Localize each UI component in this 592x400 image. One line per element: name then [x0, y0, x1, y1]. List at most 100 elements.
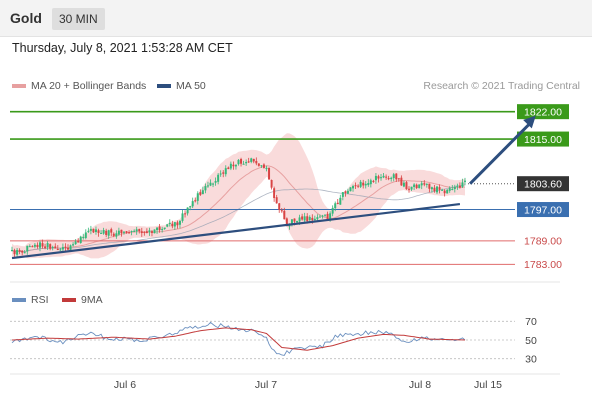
- rsi-ma-swatch: [62, 298, 76, 303]
- candle-body: [321, 215, 324, 217]
- candle-body: [293, 218, 296, 222]
- candle-body: [367, 183, 370, 186]
- last-price-tag: [517, 176, 569, 192]
- candle-body: [176, 222, 179, 226]
- projection-arrow-shaft: [469, 120, 533, 185]
- candle-body: [262, 164, 265, 168]
- candle-body: [112, 233, 115, 236]
- candle-body: [446, 189, 449, 194]
- candle-body: [451, 188, 454, 190]
- candle-body: [344, 191, 347, 194]
- candle-body: [117, 230, 120, 235]
- candle-body: [423, 183, 426, 185]
- candle-body: [354, 185, 357, 187]
- candle-body: [212, 183, 215, 185]
- candle-body: [128, 232, 131, 234]
- candle-body: [464, 180, 466, 182]
- candle-body: [18, 250, 21, 252]
- candle-body: [425, 183, 428, 185]
- candle-body: [377, 176, 380, 179]
- candle-body: [387, 178, 390, 180]
- candle-body: [382, 175, 385, 178]
- candle-body: [448, 188, 451, 191]
- candle-body: [168, 222, 171, 224]
- candle-body: [23, 252, 26, 254]
- candle-body: [352, 186, 355, 189]
- candle-body: [49, 244, 52, 249]
- candle-body: [346, 190, 349, 194]
- candle-body: [339, 197, 342, 205]
- candle-body: [278, 203, 281, 210]
- ma20-line: [11, 165, 466, 253]
- timeframe-button[interactable]: 30 MIN: [52, 8, 105, 30]
- bollinger-band: [12, 133, 465, 259]
- candle-body: [341, 192, 344, 197]
- candle-body: [156, 227, 159, 231]
- candle-body: [331, 208, 334, 214]
- target-value-1822.00: 1822.00: [524, 106, 562, 118]
- candle-body: [397, 178, 400, 180]
- candle-body: [196, 193, 199, 201]
- candle-body: [260, 165, 263, 167]
- candle-body: [430, 187, 433, 190]
- candle-body: [415, 184, 418, 189]
- support-tag-1797.00: [517, 202, 569, 218]
- candle-body: [130, 231, 133, 233]
- candle-body: [313, 218, 316, 221]
- support-value-1797.00: 1797.00: [524, 204, 562, 216]
- candle-body: [357, 185, 360, 187]
- candle-body: [453, 186, 456, 190]
- candle-body: [436, 186, 439, 193]
- projection-arrow-head: [523, 115, 536, 129]
- candle-body: [204, 186, 207, 191]
- candle-body: [336, 202, 339, 204]
- candle-body: [316, 217, 319, 220]
- candle-body: [189, 206, 192, 208]
- candle-body: [143, 231, 146, 233]
- candle-body: [77, 241, 80, 243]
- candle-body: [400, 177, 403, 186]
- candle-body: [84, 232, 87, 238]
- candle-body: [209, 182, 212, 186]
- candle-body: [13, 250, 16, 255]
- candle-body: [257, 163, 260, 166]
- candle-body: [46, 243, 49, 248]
- candle-body: [94, 229, 97, 233]
- candle-body: [224, 168, 227, 175]
- candle-body: [206, 185, 209, 187]
- candle-body: [97, 230, 100, 233]
- candle-body: [102, 230, 105, 234]
- candle-body: [229, 163, 232, 169]
- candle-body: [56, 248, 59, 250]
- candle-body: [273, 188, 276, 199]
- candle-body: [237, 159, 240, 165]
- candle-body: [66, 247, 69, 250]
- candle-body: [28, 246, 31, 248]
- header-bar: Gold 30 MIN: [0, 0, 592, 37]
- candle-body: [199, 192, 202, 195]
- candle-body: [115, 233, 118, 237]
- candle-body: [456, 185, 459, 187]
- candle-body: [138, 229, 141, 232]
- ma20-legend-label: MA 20 + Bollinger Bands: [31, 80, 147, 92]
- candle-body: [51, 246, 54, 248]
- candle-body: [265, 167, 268, 170]
- candle-body: [380, 177, 383, 179]
- candle-body: [227, 167, 230, 170]
- candle-body: [395, 173, 398, 180]
- candle-body: [158, 226, 161, 231]
- legend-rsi-ma: 9MA: [62, 294, 103, 306]
- candle-body: [186, 207, 189, 214]
- target-tag-1815.00: [517, 131, 569, 147]
- candle-body: [166, 224, 169, 227]
- ma50-swatch: [157, 84, 171, 89]
- candle-body: [413, 184, 416, 187]
- candle-body: [311, 217, 314, 221]
- candle-body: [69, 245, 72, 250]
- candle-body: [173, 222, 176, 227]
- candle-body: [64, 246, 67, 248]
- candle-body: [334, 203, 337, 209]
- last-price-value: 1803.60: [524, 178, 562, 190]
- candle-body: [219, 173, 222, 175]
